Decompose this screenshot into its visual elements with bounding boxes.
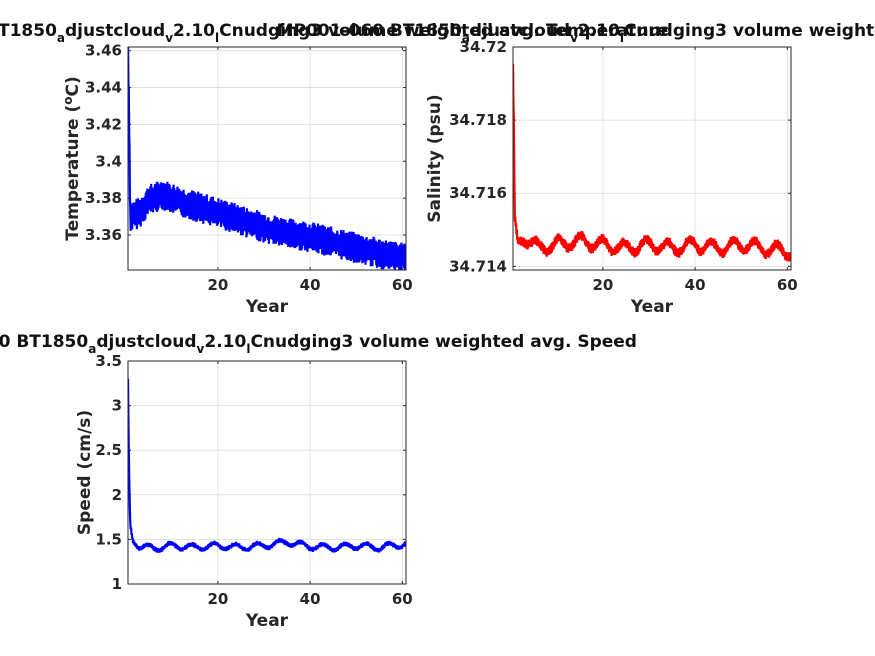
y-axis-label: Speed (cm/s) xyxy=(75,410,95,535)
series-line-temperature xyxy=(128,47,406,270)
y-tick-label: 3.44 xyxy=(85,79,122,97)
y-tick-label: 3 xyxy=(112,397,122,415)
y-tick-label: 3.36 xyxy=(85,226,122,244)
x-axis-label: Year xyxy=(630,297,674,317)
y-tick-label: 3.38 xyxy=(85,189,122,207)
panel-temperature: 20 40 60 3.36 3.38 3.4 3.42 3.44 3.46 Year Tempera… xyxy=(61,42,413,317)
axes-box-temperature xyxy=(127,46,407,271)
y-tick-label: 34.714 xyxy=(449,257,507,275)
y-tick-label: 2 xyxy=(112,486,122,504)
x-tick-label: 60 xyxy=(392,276,413,294)
chart-title-temperature: MP001-060 BT1850adjustcloudv2.10lCnudgin… xyxy=(0,21,668,45)
plot-area-speed xyxy=(127,360,407,585)
axes-box-speed xyxy=(127,360,407,585)
y-tick-label: 3.42 xyxy=(85,115,122,133)
chart-title-speed: MP001-060 BT1850adjustcloudv2.10lCnudgin… xyxy=(0,332,637,356)
x-tick-label: 20 xyxy=(207,590,228,608)
y-tick-label: 2.5 xyxy=(95,441,122,459)
x-tick-label: 60 xyxy=(777,276,798,294)
x-tick-label: 60 xyxy=(392,590,413,608)
x-tick-label: 20 xyxy=(592,276,613,294)
plot-area-salinity xyxy=(512,46,792,271)
y-tick-label: 1.5 xyxy=(95,530,122,548)
panel-salinity: 20 40 60 34.714 34.716 34.718 34.72 Year Salinit… xyxy=(425,38,798,317)
x-tick-label: 40 xyxy=(300,276,321,294)
y-axis-label: Temperature (oC) xyxy=(61,76,83,240)
y-tick-label: 1 xyxy=(112,575,122,593)
series-line-salinity xyxy=(513,63,791,262)
y-tick-label: 34.718 xyxy=(449,111,507,129)
x-axis-label: Year xyxy=(245,297,289,317)
y-tick-label: 34.716 xyxy=(449,184,507,202)
chart-title-salinity: MP001-060 BT1850adjustcloudv2.10lCnudgin… xyxy=(277,21,875,45)
x-tick-label: 40 xyxy=(300,590,321,608)
y-tick-label: 3.5 xyxy=(95,352,122,370)
x-tick-label: 20 xyxy=(207,276,228,294)
x-tick-label: 40 xyxy=(685,276,706,294)
panel-speed: 20 40 60 1 1.5 2 2.5 3 3.5 Year Speed (cm/s) xyxy=(75,352,413,631)
y-axis-label: Salinity (psu) xyxy=(425,94,445,222)
y-tick-label: 34.72 xyxy=(460,38,507,56)
y-tick-label: 3.46 xyxy=(85,42,122,60)
axes-box-salinity xyxy=(512,46,792,271)
y-tick-label: 3.4 xyxy=(95,152,122,170)
x-axis-label: Year xyxy=(245,611,289,631)
series-line-speed xyxy=(128,378,406,553)
